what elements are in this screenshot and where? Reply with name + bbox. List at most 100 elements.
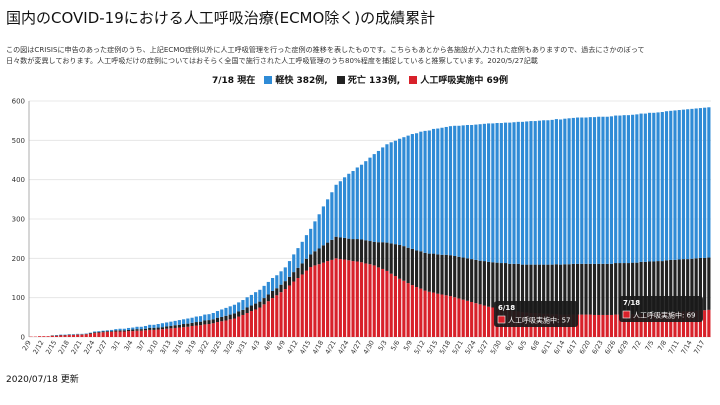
bar-segment[interactable] xyxy=(618,314,622,337)
bar-segment[interactable] xyxy=(300,263,304,275)
bar-segment[interactable] xyxy=(165,326,169,329)
bar-segment[interactable] xyxy=(254,309,258,337)
bar-segment[interactable] xyxy=(249,294,253,306)
bar-segment[interactable] xyxy=(342,177,347,238)
bar-segment[interactable] xyxy=(287,276,292,286)
bar-segment[interactable] xyxy=(571,263,575,315)
bar-segment[interactable] xyxy=(215,317,220,323)
bar-segment[interactable] xyxy=(592,263,597,315)
bar-segment[interactable] xyxy=(266,301,270,337)
bar-segment[interactable] xyxy=(529,264,533,314)
bar-segment[interactable] xyxy=(588,117,592,264)
bar-segment[interactable] xyxy=(393,244,398,277)
bar-segment[interactable] xyxy=(580,263,584,315)
bar-segment[interactable] xyxy=(326,261,330,337)
bar-segment[interactable] xyxy=(626,115,630,264)
bar-segment[interactable] xyxy=(249,305,253,312)
bar-segment[interactable] xyxy=(677,110,681,260)
bar-segment[interactable] xyxy=(54,335,59,337)
bar-segment[interactable] xyxy=(635,262,639,315)
bar-segment[interactable] xyxy=(254,292,258,304)
bar-segment[interactable] xyxy=(143,330,148,337)
bar-segment[interactable] xyxy=(266,281,270,295)
bar-segment[interactable] xyxy=(126,331,131,337)
bar-segment[interactable] xyxy=(389,243,393,274)
bar-segment[interactable] xyxy=(448,126,453,256)
bar-segment[interactable] xyxy=(156,329,160,337)
bar-segment[interactable] xyxy=(224,315,228,321)
bar-segment[interactable] xyxy=(431,253,436,293)
bar-segment[interactable] xyxy=(427,130,431,254)
bar-segment[interactable] xyxy=(139,330,143,337)
bar-segment[interactable] xyxy=(368,264,372,337)
bar-segment[interactable] xyxy=(520,121,525,265)
bar-segment[interactable] xyxy=(131,329,135,332)
bar-segment[interactable] xyxy=(139,326,143,330)
bar-segment[interactable] xyxy=(211,319,215,324)
bar-segment[interactable] xyxy=(224,307,228,316)
bar-segment[interactable] xyxy=(173,320,177,326)
bar-segment[interactable] xyxy=(296,248,300,268)
bar-segment[interactable] xyxy=(270,298,275,337)
bar-segment[interactable] xyxy=(101,332,105,337)
bar-segment[interactable] xyxy=(423,252,427,291)
bar-segment[interactable] xyxy=(478,124,482,261)
bar-segment[interactable] xyxy=(330,239,334,260)
bar-segment[interactable] xyxy=(605,314,609,337)
bar-segment[interactable] xyxy=(177,327,181,337)
bar-segment[interactable] xyxy=(351,239,355,262)
bar-segment[interactable] xyxy=(647,261,652,314)
legend-item-ventilated[interactable]: 人工呼吸実施中 69例 xyxy=(409,73,508,86)
bar-segment[interactable] xyxy=(597,314,601,337)
bar-segment[interactable] xyxy=(173,327,177,337)
bar-segment[interactable] xyxy=(487,261,491,307)
bar-segment[interactable] xyxy=(423,290,427,337)
bar-segment[interactable] xyxy=(554,264,558,315)
bar-segment[interactable] xyxy=(283,267,287,282)
bar-segment[interactable] xyxy=(444,126,448,255)
bar-segment[interactable] xyxy=(330,192,334,240)
bar-segment[interactable] xyxy=(262,298,266,305)
bar-segment[interactable] xyxy=(673,110,677,260)
bar-segment[interactable] xyxy=(546,264,550,314)
bar-segment[interactable] xyxy=(525,121,529,265)
bar-segment[interactable] xyxy=(376,150,381,243)
bar-segment[interactable] xyxy=(499,123,503,264)
bar-segment[interactable] xyxy=(160,329,165,337)
bar-segment[interactable] xyxy=(97,331,101,333)
bar-segment[interactable] xyxy=(114,331,118,337)
bar-segment[interactable] xyxy=(304,258,309,271)
bar-segment[interactable] xyxy=(241,300,245,310)
bar-segment[interactable] xyxy=(359,239,364,263)
bar-segment[interactable] xyxy=(652,261,656,314)
bar-segment[interactable] xyxy=(84,334,88,337)
bar-segment[interactable] xyxy=(482,123,486,262)
bar-segment[interactable] xyxy=(126,327,131,330)
bar-segment[interactable] xyxy=(597,263,601,315)
bar-segment[interactable] xyxy=(516,263,520,312)
bar-segment[interactable] xyxy=(707,257,711,310)
bar-segment[interactable] xyxy=(245,297,249,308)
bar-segment[interactable] xyxy=(279,284,283,293)
bar-segment[interactable] xyxy=(355,261,359,337)
bar-segment[interactable] xyxy=(440,254,444,295)
bar-segment[interactable] xyxy=(673,312,677,337)
bar-segment[interactable] xyxy=(118,331,122,337)
bar-segment[interactable] xyxy=(262,285,266,299)
bar-segment[interactable] xyxy=(457,298,461,337)
bar-segment[interactable] xyxy=(465,300,470,337)
bar-segment[interactable] xyxy=(207,320,211,325)
bar-segment[interactable] xyxy=(93,331,97,333)
bar-segment[interactable] xyxy=(537,120,542,265)
bar-segment[interactable] xyxy=(542,120,546,265)
bar-segment[interactable] xyxy=(470,124,474,260)
bar-segment[interactable] xyxy=(207,324,211,337)
bar-segment[interactable] xyxy=(194,316,198,323)
bar-segment[interactable] xyxy=(491,123,495,263)
bar-segment[interactable] xyxy=(406,283,410,337)
bar-segment[interactable] xyxy=(194,325,198,337)
bar-segment[interactable] xyxy=(292,272,296,282)
bar-segment[interactable] xyxy=(359,262,364,337)
bar-segment[interactable] xyxy=(110,331,114,332)
bar-segment[interactable] xyxy=(453,125,457,256)
